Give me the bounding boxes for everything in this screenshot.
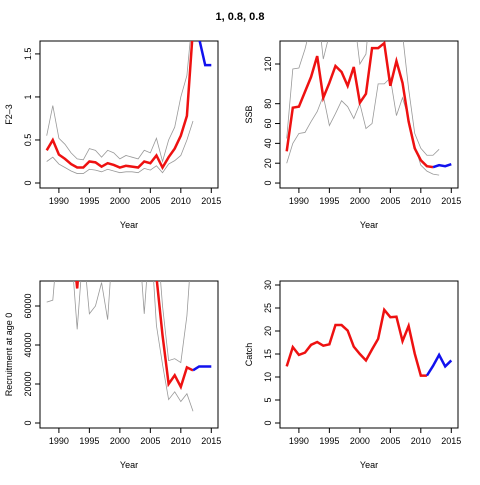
y-tick-label: 0: [263, 420, 273, 425]
x-tick-label: 2015: [201, 196, 221, 206]
y-axis-label: F2–3: [4, 104, 14, 125]
panel: 1990 1995 2000 2005 2010 2015 0 20 40 60 80 120 Year…: [244, 40, 461, 230]
y-tick-label: 0: [263, 181, 273, 186]
x-tick-label: 2000: [350, 436, 370, 446]
x-tick-label: 1995: [79, 196, 99, 206]
y-tick-label: 20000: [23, 371, 33, 396]
y-tick-label: 0: [23, 181, 33, 186]
series-line: [285, 41, 434, 169]
y-tick-label: 60000: [23, 293, 33, 318]
panel: 1990 1995 2000 2005 2010 2015 0 5 10 15 20 25 30 Year…: [244, 280, 461, 470]
y-tick-label: 1: [23, 94, 33, 99]
y-axis-label: Catch: [244, 343, 254, 367]
y-tick-label: 10: [263, 372, 273, 382]
series-line: [432, 163, 452, 169]
x-tick-label: 2010: [411, 436, 431, 446]
x-tick-label: 2005: [140, 436, 160, 446]
series-line: [198, 41, 212, 67]
x-axis-label: Year: [120, 220, 138, 230]
y-tick-label: 40000: [23, 332, 33, 357]
x-tick-label: 2015: [441, 436, 461, 446]
x-tick-label: 2010: [411, 196, 431, 206]
x-tick-label: 1990: [49, 196, 69, 206]
x-tick-label: 2005: [380, 196, 400, 206]
panel: 1990 1995 2000 2005 2010 2015 0 20000 40000 60000…: [4, 280, 221, 470]
series-line: [285, 307, 427, 377]
y-tick-label: 120: [263, 56, 273, 71]
panel: 1990 1995 2000 2005 2010 2015 0 0.5 1 1.5 Year F2–3: [4, 40, 221, 230]
y-tick-label: 15: [263, 349, 273, 359]
y-tick-label: 80: [263, 99, 273, 109]
y-tick-label: 1.5: [23, 48, 33, 61]
y-tick-label: 20: [263, 158, 273, 168]
x-tick-label: 2005: [140, 196, 160, 206]
x-tick-label: 2000: [110, 436, 130, 446]
plot-frame: [279, 40, 459, 189]
x-axis-label: Year: [120, 460, 138, 470]
y-tick-label: 20: [263, 326, 273, 336]
x-tick-label: 1995: [319, 436, 339, 446]
x-axis-label: Year: [360, 460, 378, 470]
series-group: [285, 307, 453, 377]
x-tick-label: 2000: [110, 196, 130, 206]
x-tick-label: 1990: [289, 196, 309, 206]
series-line: [46, 120, 194, 174]
x-axis-label: Year: [360, 220, 378, 230]
x-tick-label: 1995: [79, 436, 99, 446]
series-line: [45, 41, 194, 171]
series-group: [285, 41, 452, 176]
series-line: [192, 365, 212, 372]
series-line: [46, 281, 194, 412]
y-tick-label: 25: [263, 303, 273, 313]
x-tick-label: 2010: [171, 436, 191, 446]
y-axis-label: SSB: [244, 105, 254, 123]
series-line: [286, 77, 440, 176]
series-line: [286, 41, 440, 156]
y-tick-label: 5: [263, 397, 273, 402]
series-line: [425, 352, 453, 377]
x-tick-label: 2015: [441, 196, 461, 206]
x-tick-label: 1990: [49, 436, 69, 446]
y-tick-label: 0: [23, 420, 33, 425]
plot-frame: [39, 280, 219, 429]
x-tick-label: 1995: [319, 196, 339, 206]
x-tick-label: 2005: [380, 436, 400, 446]
page-title: 1, 0.8, 0.8: [216, 11, 265, 23]
y-tick-label: 30: [263, 280, 273, 290]
y-axis-label: Recruitment at age 0: [4, 313, 14, 397]
x-tick-label: 2015: [201, 436, 221, 446]
x-tick-label: 2010: [171, 196, 191, 206]
plot-frame: [39, 40, 219, 189]
series-line: [46, 41, 191, 164]
series-group: [45, 41, 212, 174]
y-tick-label: 0.5: [23, 134, 33, 147]
y-tick-label: 40: [263, 138, 273, 148]
x-tick-label: 2000: [350, 196, 370, 206]
series-line: [75, 281, 194, 391]
series-group: [46, 281, 212, 412]
series-line: [160, 281, 190, 364]
y-tick-label: 60: [263, 119, 273, 129]
x-tick-label: 1990: [289, 436, 309, 446]
